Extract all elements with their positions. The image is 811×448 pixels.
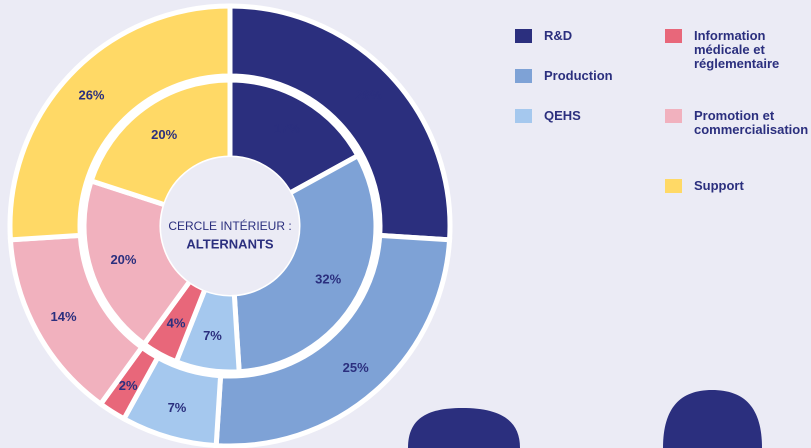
legend-label: Information médicale et réglementaire	[694, 29, 789, 71]
legend-swatch	[665, 179, 682, 193]
legend-item: Production	[515, 69, 645, 83]
data-label: 26%	[355, 87, 381, 102]
legend-label: Support	[694, 179, 744, 193]
data-label: 32%	[315, 271, 341, 286]
center-label: CERCLE INTÉRIEUR :	[168, 218, 291, 233]
center-label: ALTERNANTS	[186, 236, 273, 251]
page: CERCLE INTÉRIEUR : ALTERNANTS 26% 25% 7% 2%…	[0, 0, 811, 448]
silhouette	[663, 390, 762, 448]
data-label: 17%	[274, 121, 300, 136]
data-label: 20%	[110, 252, 136, 267]
legend-swatch	[665, 109, 682, 123]
legend-swatch	[665, 29, 682, 43]
legend-label: QEHS	[544, 109, 581, 123]
decoration	[408, 390, 762, 448]
data-label: 2%	[119, 378, 138, 393]
data-label: 20%	[151, 127, 177, 142]
data-label: 26%	[78, 87, 104, 102]
data-label: 14%	[50, 309, 76, 324]
legend-label: R&D	[544, 29, 572, 43]
legend-swatch	[515, 29, 532, 43]
legend-swatch	[515, 69, 532, 83]
data-label: 7%	[168, 400, 187, 415]
legend-item: Promotion et commercialisation	[665, 109, 811, 137]
legend-label: Promotion et commercialisation	[694, 109, 811, 137]
legend-swatch	[515, 109, 532, 123]
legend-label: Production	[544, 69, 613, 83]
silhouette	[408, 408, 520, 448]
data-label: 25%	[343, 360, 369, 375]
legend-item: Support	[665, 179, 811, 193]
data-label: 7%	[203, 328, 222, 343]
legend-item: QEHS	[515, 109, 645, 123]
data-label: 4%	[167, 316, 186, 331]
legend-item: Information médicale et réglementaire	[665, 29, 811, 71]
legend-item: R&D	[515, 29, 645, 43]
